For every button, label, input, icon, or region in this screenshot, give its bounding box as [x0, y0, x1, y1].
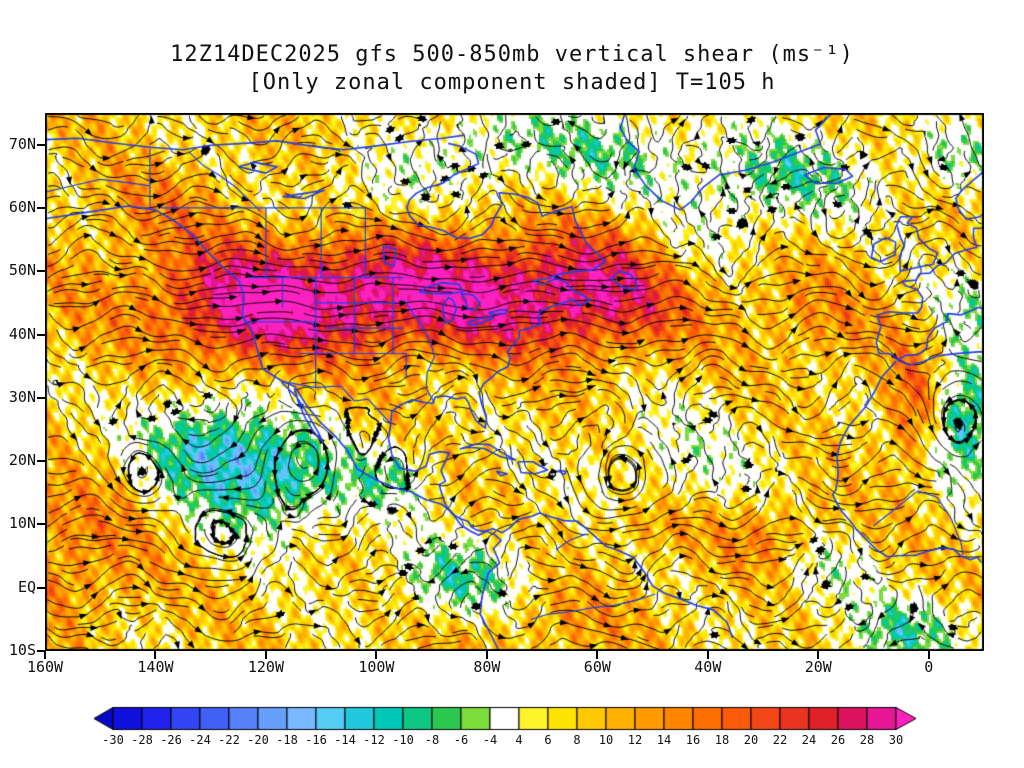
colorbar-tick-label: 6 [544, 733, 552, 747]
lon-tick-label: 0 [924, 658, 934, 676]
lon-tick-mark [154, 651, 157, 659]
colorbar-tick-label: -4 [482, 733, 498, 747]
lat-tick-mark [37, 396, 45, 399]
chart-title: 12Z14DEC2025 gfs 500-850mb vertical shea… [170, 42, 854, 67]
lat-tick-mark [37, 523, 45, 526]
lat-tick-label: 10S [8, 641, 36, 659]
colorbar-canvas [93, 706, 917, 731]
lon-tick-label: 140W [137, 658, 174, 676]
colorbar-tick-label: 14 [656, 733, 672, 747]
lat-tick-mark [37, 333, 45, 336]
colorbar-tick-label: 18 [714, 733, 730, 747]
lat-tick-mark [37, 586, 45, 589]
lon-tick-mark [706, 651, 709, 659]
colorbar-tick-label: -10 [392, 733, 414, 747]
lat-tick-label: 40N [8, 324, 36, 343]
colorbar-tick-label: 22 [772, 733, 788, 747]
lat-tick-mark [37, 206, 45, 209]
colorbar-tick-label: -18 [276, 733, 298, 747]
lon-tick-mark [485, 651, 488, 659]
lon-tick-label: 20W [804, 658, 832, 676]
colorbar-tick-label: -14 [334, 733, 356, 747]
lon-tick-mark [375, 651, 378, 659]
lon-tick-mark [817, 651, 820, 659]
colorbar-tick-label: 26 [830, 733, 846, 747]
lon-tick-label: 60W [583, 658, 611, 676]
colorbar-tick-label: 30 [888, 733, 904, 747]
lat-tick-mark [37, 143, 45, 146]
lon-tick-label: 80W [473, 658, 501, 676]
lat-tick-label: EQ [17, 577, 36, 596]
chart-subtitle: [Only zonal component shaded] T=105 h [248, 70, 776, 95]
colorbar-tick-label: -30 [102, 733, 124, 747]
lon-tick-label: 100W [358, 658, 395, 676]
lat-tick-mark [37, 460, 45, 463]
lon-tick-mark [596, 651, 599, 659]
colorbar-tick-label: 8 [573, 733, 581, 747]
lon-tick-mark [264, 651, 267, 659]
colorbar-tick-label: 28 [859, 733, 875, 747]
lat-tick-label: 30N [8, 387, 36, 406]
shear-map-canvas [45, 113, 984, 651]
colorbar-tick-label: 4 [515, 733, 523, 747]
lat-tick-label: 70N [8, 134, 36, 153]
lat-tick-mark [37, 650, 45, 652]
colorbar-tick-label: -20 [247, 733, 269, 747]
colorbar-tick-label: 10 [598, 733, 614, 747]
colorbar: -30 -28 -26 -24 -22 -20 -18 -16 -14 -12 -10 -8 -6 -4 4… [93, 706, 917, 752]
colorbar-tick-label: -16 [305, 733, 327, 747]
colorbar-tick-label: -26 [160, 733, 182, 747]
lon-tick-label: 120W [247, 658, 284, 676]
lat-tick-label: 20N [8, 451, 36, 470]
map-plot-area [45, 113, 984, 651]
lon-tick-mark [927, 651, 930, 659]
colorbar-tick-label: -6 [453, 733, 469, 747]
lat-tick-label: 50N [8, 261, 36, 280]
lon-tick-mark [44, 651, 46, 659]
colorbar-tick-label: -8 [424, 733, 440, 747]
colorbar-labels: -30 -28 -26 -24 -22 -20 -18 -16 -14 -12 -10 -8 -6 -4 4… [93, 733, 917, 749]
lat-tick-label: 60N [8, 197, 36, 216]
lon-tick-label: 160W [26, 658, 64, 676]
colorbar-tick-label: -22 [218, 733, 240, 747]
lat-tick-mark [37, 270, 45, 273]
colorbar-tick-label: -24 [189, 733, 211, 747]
colorbar-tick-label: 20 [743, 733, 759, 747]
colorbar-tick-label: 12 [627, 733, 643, 747]
colorbar-tick-label: -12 [363, 733, 385, 747]
colorbar-tick-label: -28 [131, 733, 153, 747]
colorbar-tick-label: 24 [801, 733, 817, 747]
lon-tick-label: 40W [694, 658, 722, 676]
colorbar-tick-label: 16 [685, 733, 701, 747]
lat-tick-label: 10N [8, 514, 36, 533]
